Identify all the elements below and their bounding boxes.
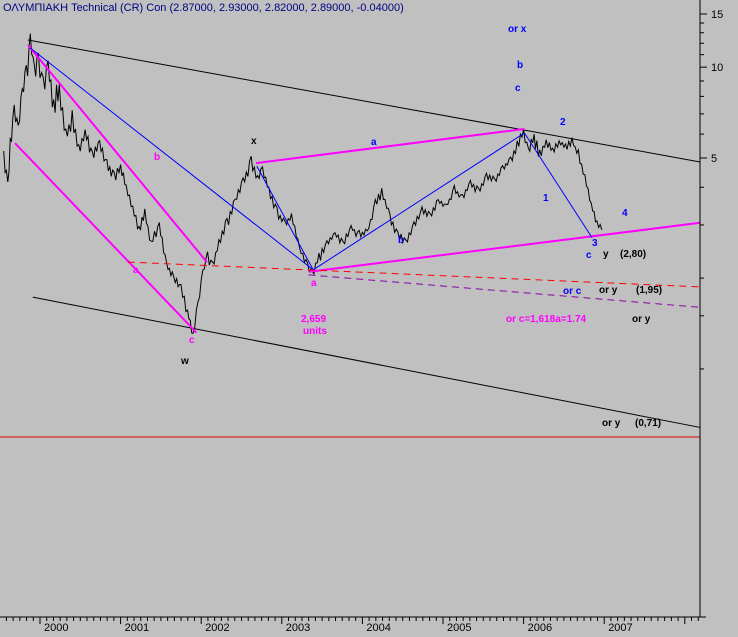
trendline-blue-a-to-peak xyxy=(312,132,525,271)
x-year-label: 2005 xyxy=(447,622,471,634)
annotation-b: b xyxy=(517,60,523,71)
annotation-2: 2 xyxy=(560,117,566,128)
annotation-w: w xyxy=(180,356,189,367)
trendline-blue-long-diagonal xyxy=(30,47,314,271)
x-year-label: 2007 xyxy=(608,622,632,634)
annotation-b: b xyxy=(154,152,160,163)
x-year-label: 2002 xyxy=(205,622,229,634)
annotation-a: a xyxy=(311,278,317,289)
trendline-blue-peak-to-3 xyxy=(523,132,593,239)
trendline-purple-dashed-target xyxy=(308,274,701,308)
trendline-decline-channel-upper xyxy=(27,44,208,263)
trendline-decline-channel-lower xyxy=(14,142,198,334)
x-year-label: 2004 xyxy=(366,622,390,634)
x-year-label: 2001 xyxy=(125,622,149,634)
annotation-1-95: (1,95) xyxy=(636,285,662,296)
annotation-or-c-1-618a-1-74: or c=1,618a=1.74 xyxy=(506,314,587,325)
y-axis-label: 15 xyxy=(711,9,723,21)
annotation-1: 1 xyxy=(543,193,549,204)
annotation-x: x xyxy=(251,136,257,147)
x-year-label: 2006 xyxy=(528,622,552,634)
annotation-0-71: (0,71) xyxy=(635,418,661,429)
annotation-y: y xyxy=(603,249,609,260)
y-axis-label: 10 xyxy=(711,62,723,74)
trendline-red-dashed-target xyxy=(127,261,701,288)
annotation-or-y: or y xyxy=(602,418,621,429)
annotation-2-80: (2,80) xyxy=(620,249,646,260)
trendline-blue-x-to-a xyxy=(256,165,314,271)
annotation-2-659: 2,659 xyxy=(301,314,326,325)
trendline-triangle-upper xyxy=(255,127,525,165)
price-series xyxy=(3,33,603,334)
trendline-triangle-lower xyxy=(309,221,701,273)
annotation-a: a xyxy=(371,137,377,148)
annotation-or-c: or c xyxy=(563,286,582,297)
annotation-4: 4 xyxy=(622,208,628,219)
annotation-c: c xyxy=(189,335,195,346)
trendline-upper-black-channel xyxy=(27,39,701,163)
trendline-lower-black-channel xyxy=(32,296,701,428)
annotation-c: c xyxy=(515,83,521,94)
annotation-a: a xyxy=(133,265,139,276)
annotation-c: c xyxy=(586,250,592,261)
chart-title: ΟΛΥΜΠΙΑΚΗ Technical (CR) Con (2.87000, 2… xyxy=(3,2,404,14)
annotation-3: 3 xyxy=(592,238,598,249)
x-year-label: 2003 xyxy=(286,622,310,634)
annotation-or-x: or x xyxy=(508,24,527,35)
annotation-b: b xyxy=(398,235,404,246)
annotation-or-y: or y xyxy=(599,285,618,296)
annotation-units: units xyxy=(303,326,327,337)
y-axis-label: 5 xyxy=(711,153,717,165)
x-year-label: 2000 xyxy=(44,622,68,634)
annotation-or-y: or y xyxy=(632,314,651,325)
